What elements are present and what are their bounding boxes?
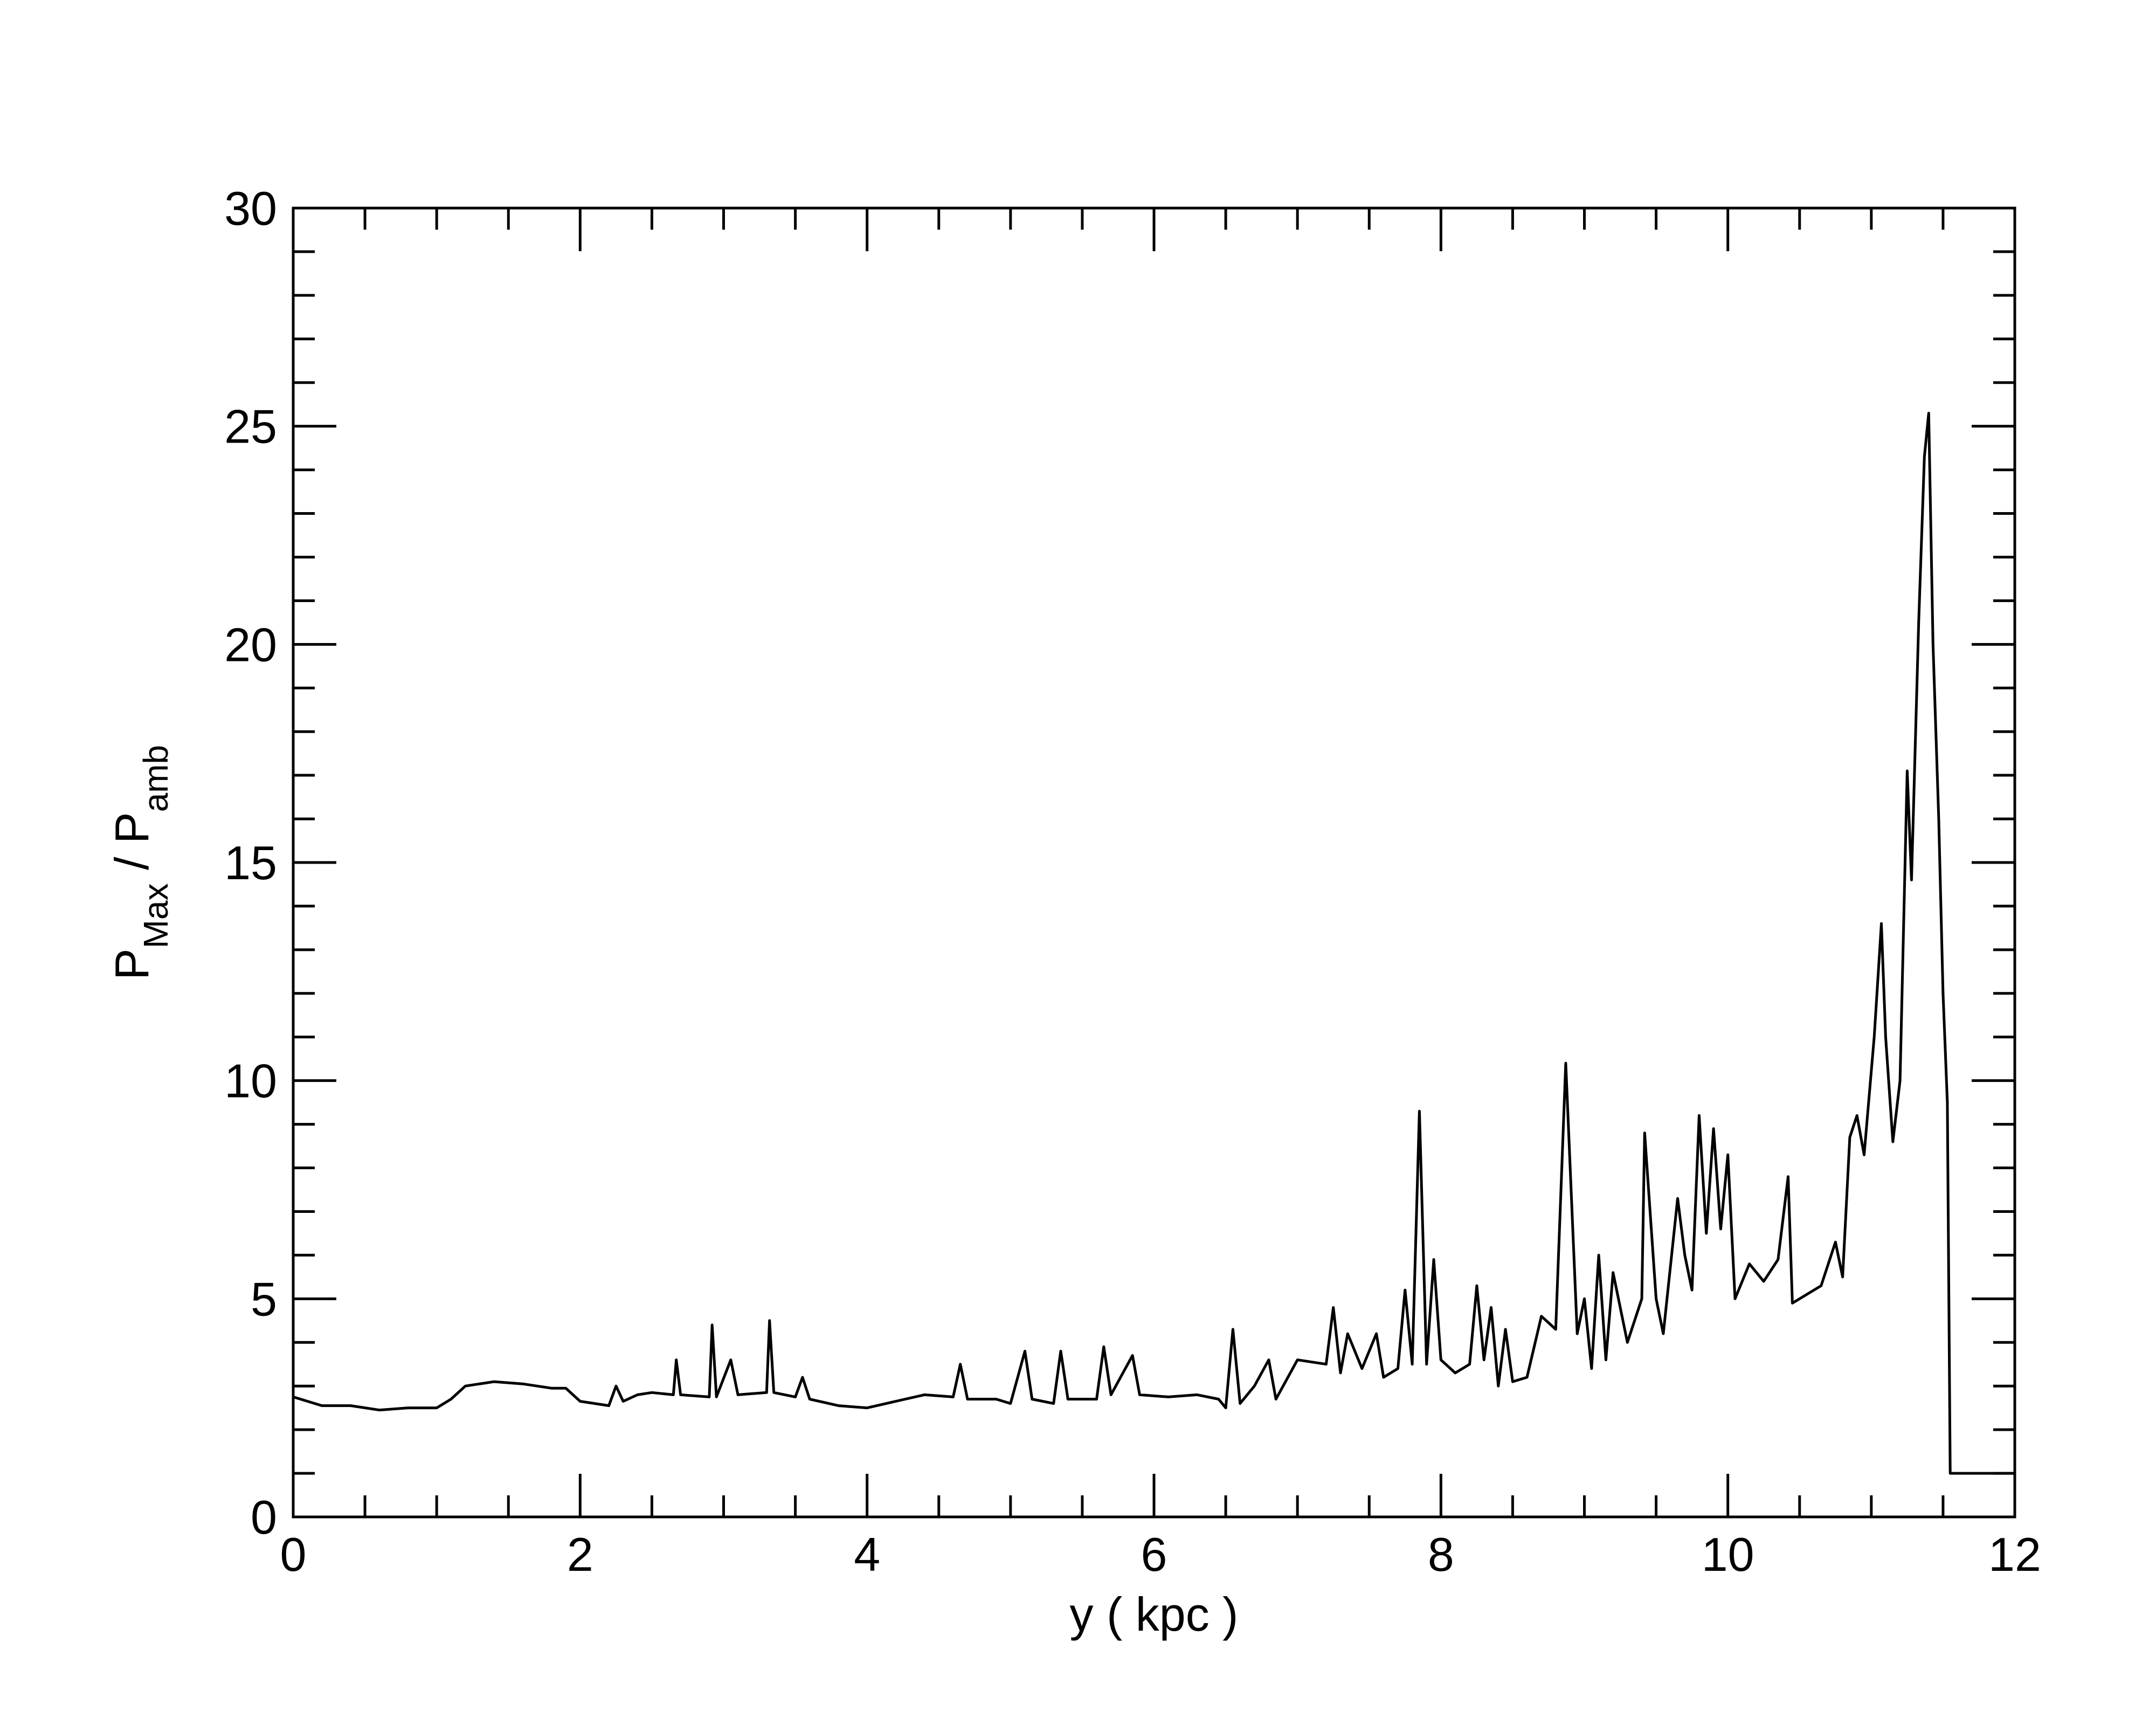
x-tick-label: 4: [854, 1528, 880, 1581]
x-tick-label: 10: [1702, 1528, 1754, 1581]
y-tick-label: 10: [224, 1054, 277, 1108]
data-line: [293, 411, 2015, 1475]
y-tick-label: 15: [224, 836, 277, 889]
y-tick-label: 0: [251, 1491, 277, 1544]
y-axis-label-part: P: [105, 948, 158, 980]
x-tick-label: 8: [1428, 1528, 1454, 1581]
y-tick-label: 25: [224, 400, 277, 453]
y-axis-label-part: Max: [136, 883, 175, 948]
y-axis-label-part: amb: [136, 745, 175, 812]
x-tick-label: 6: [1141, 1528, 1167, 1581]
y-axis-label-part: / P: [105, 812, 158, 883]
y-tick-label: 30: [224, 182, 277, 235]
y-tick-label: 20: [224, 618, 277, 671]
y-tick-label: 5: [251, 1272, 277, 1326]
x-axis-label: y ( kpc ): [1070, 1588, 1239, 1641]
y-axis-label: PMax / Pamb: [105, 745, 175, 980]
plot-frame: [292, 206, 2016, 1519]
x-tick-label: 2: [567, 1528, 593, 1581]
x-tick-label: 0: [280, 1528, 307, 1581]
x-tick-label: 12: [1988, 1528, 2041, 1581]
